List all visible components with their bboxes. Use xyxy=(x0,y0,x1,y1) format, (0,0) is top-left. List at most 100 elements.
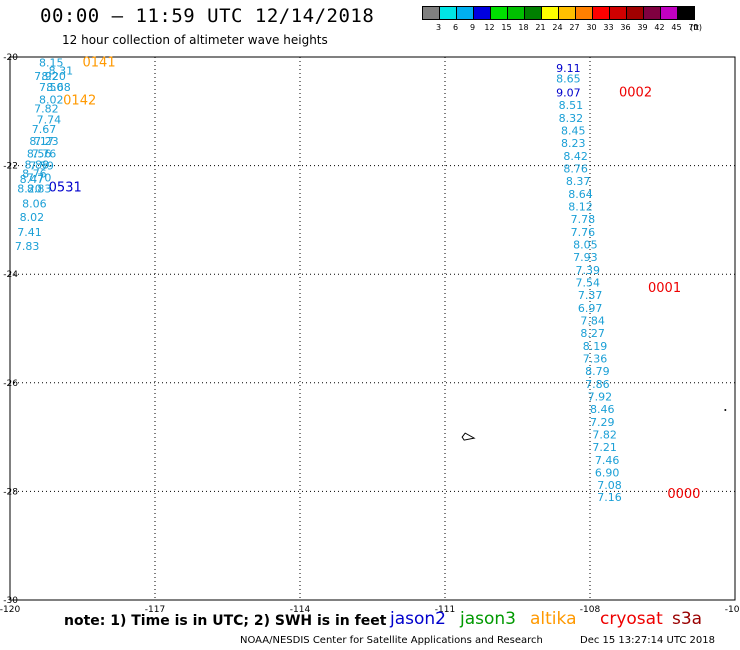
color-scale-label: 24 xyxy=(552,23,563,32)
y-tick-label: -30 xyxy=(3,596,18,606)
x-tick-label: -111 xyxy=(435,605,455,615)
pass-time-label: 0000 xyxy=(667,487,700,502)
swh-point-label: 8.76 xyxy=(563,162,588,175)
swh-point-label: 8.37 xyxy=(566,175,591,188)
swh-point-label: 7.93 xyxy=(573,251,598,264)
y-tick-label: -24 xyxy=(3,270,18,280)
color-scale-label: 30 xyxy=(586,23,597,32)
swh-point-label: 8.31 xyxy=(49,65,74,78)
pass-time-label: 0001 xyxy=(648,281,681,296)
color-scale-label: 18 xyxy=(518,23,529,32)
swh-point-label: 8.12 xyxy=(568,200,593,213)
color-scale-label: 42 xyxy=(654,23,665,32)
y-tick-label: -28 xyxy=(3,487,18,497)
y-tick-label: -22 xyxy=(3,162,18,172)
swh-point-label: 7.83 xyxy=(15,240,40,253)
legend-entry-jason2: jason2 xyxy=(390,609,446,629)
chart-title: 00:00 – 11:59 UTC 12/14/2018 xyxy=(40,5,375,27)
pass-time-label: 0141 xyxy=(83,55,116,70)
pass-time-label: 0142 xyxy=(63,93,96,108)
swh-point-label: 8.56 xyxy=(27,148,51,161)
x-tick-label: -120 xyxy=(0,605,20,615)
swh-point-label: 8.20 xyxy=(17,182,42,195)
x-tick-label: -117 xyxy=(145,605,165,615)
swh-point-label: 7.59 xyxy=(29,160,54,173)
swh-point-label: 8.45 xyxy=(561,124,586,137)
legend-entry-jason3: jason3 xyxy=(460,609,516,629)
swh-point-label: 8.05 xyxy=(573,238,598,251)
legend-entry-s3a: s3a xyxy=(672,609,703,629)
swh-point-label: 7.21 xyxy=(592,441,617,454)
swh-point-label: 7.46 xyxy=(595,454,620,467)
pass-time-label: 0531 xyxy=(49,180,82,195)
swh-point-label: 8.15 xyxy=(39,56,64,69)
swh-point-label: 8.68 xyxy=(46,81,71,94)
color-scale-label: 70 xyxy=(688,23,699,32)
swh-point-label: 8.02 xyxy=(39,93,64,106)
swh-point-label: 7.37 xyxy=(578,289,603,302)
color-scale-label: 27 xyxy=(569,23,580,32)
swh-point-label: 7.23 xyxy=(34,135,59,148)
color-scale-label: 36 xyxy=(620,23,631,32)
color-scale-unit: (ft) xyxy=(689,23,703,32)
swh-point-label: 6.90 xyxy=(595,466,620,479)
x-tick-label: -114 xyxy=(290,605,311,615)
swh-point-label: 8.64 xyxy=(568,188,593,201)
island-outline xyxy=(461,432,476,441)
swh-point-label: 7.92 xyxy=(34,70,59,83)
swh-point-label: 7.86 xyxy=(585,378,610,391)
legend-entry-altika: altika xyxy=(530,609,577,629)
swh-point-label: 8.20 xyxy=(41,70,66,83)
swh-point-label: 9.07 xyxy=(556,86,581,99)
color-scale-label: 12 xyxy=(484,23,495,32)
plot-frame xyxy=(9,56,736,601)
swh-point-label: 8.47 xyxy=(20,173,44,186)
legend-entry-cryosat: cryosat xyxy=(600,609,663,629)
pass-time-label: 0002 xyxy=(619,85,652,100)
color-scale-label: 15 xyxy=(501,23,512,32)
y-tick-label: -26 xyxy=(3,379,18,389)
swh-point-label: 8.32 xyxy=(559,112,584,125)
swh-point-label: 8.65 xyxy=(556,73,581,86)
swh-point-label: 7.29 xyxy=(590,416,615,429)
swh-point-label: 7.41 xyxy=(17,226,42,239)
color-scale-label: 45 xyxy=(671,23,682,32)
swh-point-label: 8.23 xyxy=(561,137,586,150)
swh-point-label: 8.17 xyxy=(29,135,54,148)
x-tick-label: -105 xyxy=(725,605,740,615)
generated-timestamp: Dec 15 13:27:14 UTC 2018 xyxy=(580,635,715,646)
color-scale-legend: 3 6 9 12 15 18 21 24 27 30 33 36 39 42 45 70 (ft) xyxy=(422,6,728,38)
y-tick-label: -20 xyxy=(3,53,18,63)
swh-point-label: 7.76 xyxy=(32,148,57,161)
swh-point-label: 7.82 xyxy=(592,428,617,441)
color-scale-label: 33 xyxy=(603,23,614,32)
swh-point-label: 8.88 xyxy=(25,159,50,172)
swh-point-label: 8.02 xyxy=(20,211,44,224)
swh-point-label: 8.27 xyxy=(580,327,605,340)
credit-text: NOAA/NESDIS Center for Satellite Applica… xyxy=(240,635,543,646)
swh-point-label: 7.74 xyxy=(37,113,62,126)
legend-note: note: 1) Time is in UTC; 2) SWH is in fe… xyxy=(64,613,387,629)
chart-subtitle: 12 hour collection of altimeter wave hei… xyxy=(62,33,328,47)
swh-point-label: 8.19 xyxy=(583,340,608,353)
swh-point-label: 8.51 xyxy=(559,99,584,112)
swh-point-label: 8.42 xyxy=(563,150,588,163)
swh-point-label: 8.76 xyxy=(22,168,47,181)
x-tick-label: -108 xyxy=(580,605,601,615)
color-scale-swatch xyxy=(677,6,695,20)
swh-point-label: 9.11 xyxy=(556,62,581,75)
swh-point-label: 7.70 xyxy=(27,172,51,185)
swh-point-label: 7.36 xyxy=(583,352,608,365)
swh-point-label: 7.78 xyxy=(571,213,596,226)
color-scale-label: 39 xyxy=(637,23,648,32)
swh-point-label: 7.84 xyxy=(580,314,605,327)
swh-point-label: 8.83 xyxy=(27,182,51,195)
swh-point-label: 8.06 xyxy=(22,198,47,211)
swh-point-label: 8.46 xyxy=(590,403,615,416)
color-scale-label: 3 xyxy=(435,23,442,32)
color-scale-label: 21 xyxy=(535,23,546,32)
swh-point-label: 7.39 xyxy=(576,264,601,277)
color-scale-label: 6 xyxy=(452,23,459,32)
swh-point-label: 6.97 xyxy=(578,302,603,315)
